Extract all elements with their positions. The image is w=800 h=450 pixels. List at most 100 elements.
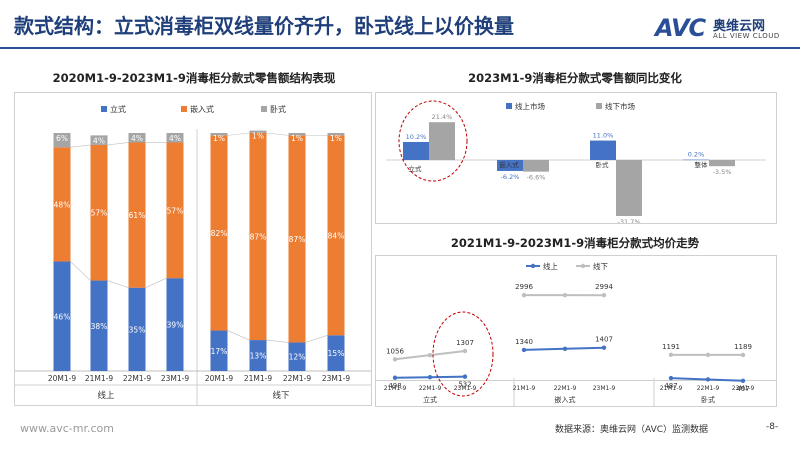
chart1-panel: 立式 嵌入式 卧式 46% 48% 6% 38% 57% 4% 35% 61% 4% 39% 57% 4% 1… bbox=[14, 92, 372, 406]
bar-segment-立式-6 bbox=[249, 340, 267, 371]
legend-label-2: 线下市场 bbox=[605, 101, 635, 111]
series-connector-line bbox=[107, 280, 129, 288]
bar-data-label: 87% bbox=[250, 233, 267, 242]
point-data-label: 532 bbox=[458, 381, 471, 389]
bar-线上市场-整体 bbox=[683, 159, 709, 161]
point-data-label: 1056 bbox=[386, 347, 404, 355]
bar-线下市场-卧式 bbox=[616, 160, 642, 216]
bar-线下市场-嵌入式 bbox=[523, 160, 549, 172]
series-connector-line bbox=[107, 142, 129, 146]
bar-data-label: 1% bbox=[330, 134, 342, 143]
bar-segment-立式-1 bbox=[53, 261, 71, 371]
bar-data-label: -6.2% bbox=[501, 173, 520, 181]
bar-segment-嵌入式-1 bbox=[53, 147, 71, 262]
legend-swatch-2 bbox=[596, 103, 602, 109]
bar-data-label: 10.2% bbox=[406, 133, 427, 141]
line-marker bbox=[601, 292, 607, 298]
bar-data-label: 17% bbox=[211, 347, 228, 356]
line-marker bbox=[668, 375, 674, 381]
bar-segment-嵌入式-3 bbox=[128, 142, 146, 288]
bar-segment-立式-3 bbox=[128, 287, 146, 371]
logo-english: ALL VIEW CLOUD bbox=[713, 32, 780, 40]
series-connector-line bbox=[227, 132, 250, 136]
bar-data-label: 11.0% bbox=[593, 132, 614, 140]
bar-data-label: 57% bbox=[91, 209, 108, 218]
chart2-panel: 线上市场 线下市场 10.2% 21.4% 立式 -6.2% -6.6% 嵌入式 11.0% -3… bbox=[375, 92, 777, 226]
legend-label-1: 线上 bbox=[543, 261, 558, 271]
avg-price-line-chart: 线上 线下 498 532 1056 1307 21M1-9 22M1-9 23M1-9 立式 13… bbox=[376, 261, 776, 406]
title-divider bbox=[0, 47, 800, 49]
bar-data-label: 35% bbox=[129, 325, 146, 334]
bar-data-label: 46% bbox=[54, 312, 71, 321]
line-marker bbox=[668, 352, 674, 358]
bar-data-label: 48% bbox=[54, 200, 71, 209]
bar-segment-卧式-3 bbox=[128, 133, 146, 143]
x-tick-label: 20M1-9 bbox=[205, 374, 233, 383]
bar-data-label: 0.2% bbox=[688, 151, 705, 159]
series-connector-line bbox=[266, 132, 289, 136]
bar-segment-立式-4 bbox=[166, 278, 184, 371]
bar-data-label: 38% bbox=[91, 322, 108, 331]
data-source-note: 数据来源：奥维云网（AVC）监测数据 bbox=[555, 425, 709, 435]
bar-segment-卧式-6 bbox=[249, 130, 267, 133]
point-data-label: 2996 bbox=[515, 283, 533, 291]
bar-data-label: 57% bbox=[167, 206, 184, 215]
bar-segment-卧式-8 bbox=[327, 133, 345, 136]
line-marker bbox=[521, 292, 527, 298]
group-label: 嵌入式 bbox=[555, 395, 576, 404]
bar-data-label: 21.4% bbox=[432, 113, 453, 121]
series-connector-line bbox=[70, 144, 91, 148]
point-data-label: 487 bbox=[664, 382, 677, 390]
group-label: 卧式 bbox=[701, 395, 715, 404]
line-marker bbox=[705, 352, 711, 358]
line-marker bbox=[521, 347, 527, 353]
bar-data-label: 84% bbox=[328, 231, 345, 240]
bar-data-label: 1% bbox=[213, 134, 225, 143]
x-tick-label: 22M1-9 bbox=[419, 385, 442, 392]
page-number: -8- bbox=[766, 422, 779, 432]
bar-data-label: -6.6% bbox=[527, 174, 546, 182]
x-tick-label: 22M1-9 bbox=[123, 374, 151, 383]
bar-data-label: -31.7% bbox=[618, 218, 641, 223]
point-data-label: 1189 bbox=[734, 343, 752, 351]
line-marker bbox=[562, 292, 568, 298]
legend-label-1: 线上市场 bbox=[515, 101, 545, 111]
page-title: 款式结构：立式消毒柜双线量价齐升，卧式线上以价换量 bbox=[14, 14, 514, 38]
bar-segment-卧式-2 bbox=[90, 135, 108, 145]
legend-swatch-1 bbox=[506, 103, 512, 109]
x-tick-label: 23M1-9 bbox=[454, 385, 477, 392]
x-tick-label: 20M1-9 bbox=[48, 374, 76, 383]
bar-segment-嵌入式-8 bbox=[327, 135, 345, 336]
x-tick-label: 嵌入式 bbox=[499, 160, 519, 169]
avc-logo: AVC 奥维云网 ALL VIEW CLOUD bbox=[655, 14, 790, 46]
point-data-label: 1407 bbox=[595, 336, 613, 344]
point-data-label: 1307 bbox=[456, 339, 474, 347]
point-data-label: 1340 bbox=[515, 338, 533, 346]
x-tick-label: 21M1-9 bbox=[660, 385, 683, 392]
point-data-label: 2994 bbox=[595, 283, 613, 291]
point-data-label: 1191 bbox=[662, 343, 680, 351]
legend-marker-2 bbox=[580, 263, 586, 269]
x-tick-label: 卧式 bbox=[596, 160, 610, 169]
line-marker bbox=[740, 352, 746, 358]
chart1-title: 2020M1-9-2023M1-9消毒柜分款式零售额结构表现 bbox=[52, 71, 336, 85]
legend-swatch-1 bbox=[101, 106, 107, 112]
bar-data-label: 61% bbox=[129, 211, 146, 220]
yoy-change-bar-chart: 线上市场 线下市场 10.2% 21.4% 立式 -6.2% -6.6% 嵌入式 11.0% -3… bbox=[386, 100, 766, 226]
legend-label-2: 嵌入式 bbox=[190, 104, 214, 114]
bar-segment-立式-5 bbox=[210, 330, 228, 371]
bar-data-label: 6% bbox=[56, 134, 68, 143]
line-marker bbox=[427, 352, 433, 358]
bar-data-label: 39% bbox=[167, 321, 184, 330]
line-marker bbox=[601, 345, 607, 350]
footer-url[interactable]: www.avc-mr.com bbox=[20, 422, 114, 435]
x-tick-label: 23M1-9 bbox=[593, 385, 616, 392]
bar-线上市场-卧式 bbox=[590, 140, 616, 160]
line-marker bbox=[705, 377, 711, 382]
line-marker bbox=[427, 374, 433, 380]
chart3-panel: 线上 线下 498 532 1056 1307 21M1-9 22M1-9 23M1-9 立式 13… bbox=[375, 255, 777, 407]
x-tick-label: 22M1-9 bbox=[554, 385, 577, 392]
line-marker bbox=[392, 357, 398, 362]
point-data-label: 407 bbox=[736, 385, 749, 393]
chart2-title: 2023M1-9消毒柜分款式零售额同比变化 bbox=[468, 71, 682, 85]
